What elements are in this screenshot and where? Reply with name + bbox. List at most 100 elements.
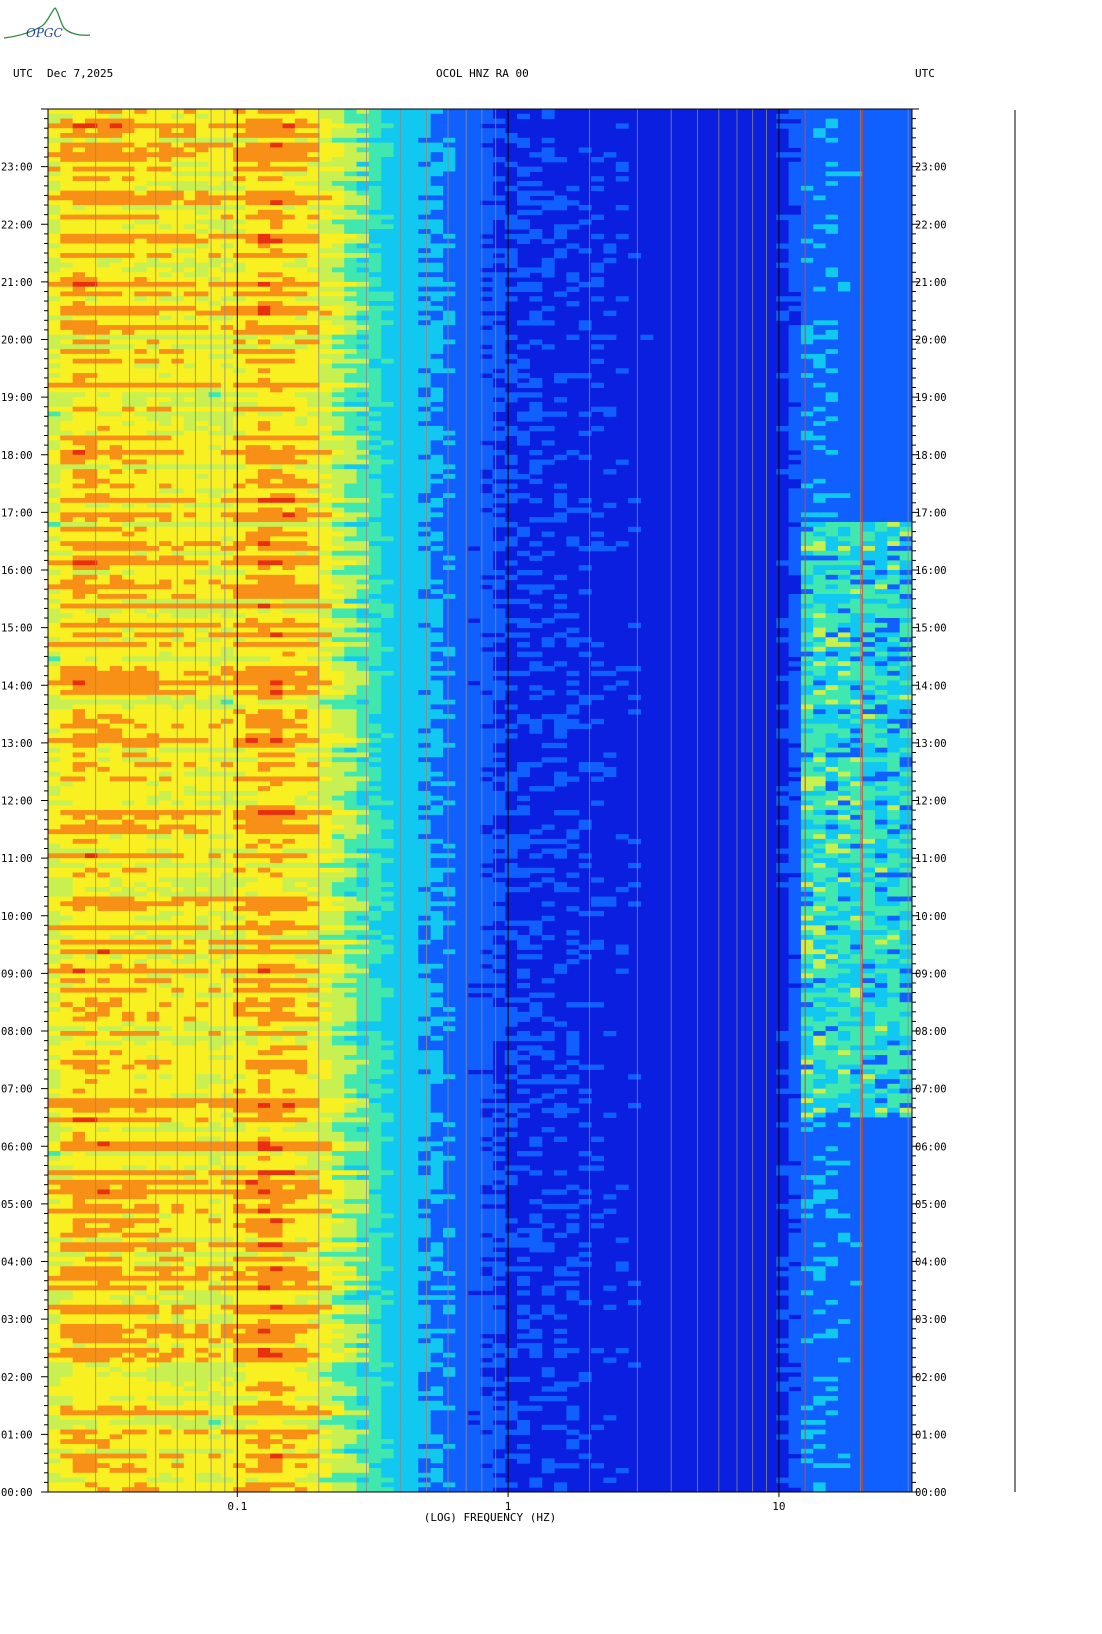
heatmap-cell <box>48 930 61 936</box>
heatmap-cell <box>208 848 222 854</box>
heatmap-cell <box>72 113 86 120</box>
heatmap-cell <box>72 656 86 662</box>
heatmap-cell <box>171 963 185 970</box>
heatmap-cell <box>220 954 234 960</box>
heatmap-cell <box>85 930 98 936</box>
heatmap-cell <box>48 1203 61 1210</box>
heatmap-cell <box>134 1151 148 1157</box>
heatmap-cell <box>233 843 247 850</box>
heatmap-cell <box>183 1299 197 1306</box>
heatmap-cell <box>159 997 173 1003</box>
heatmap-cell <box>208 315 222 321</box>
heatmap-cell <box>122 1429 135 1435</box>
heatmap-cell <box>196 939 210 946</box>
heatmap-cell <box>233 1141 247 1147</box>
heatmap-cell <box>97 1443 111 1450</box>
heatmap-cell <box>97 157 111 163</box>
heatmap-cell <box>85 1299 98 1306</box>
heatmap-cell <box>122 608 135 614</box>
heatmap-cell <box>122 257 135 264</box>
heatmap-cell <box>171 1439 185 1445</box>
heatmap-cell <box>146 800 160 806</box>
heatmap-cell <box>97 1434 111 1440</box>
heatmap-cell <box>134 781 148 787</box>
heatmap-cell <box>183 603 197 609</box>
heatmap-cell <box>85 1323 98 1330</box>
heatmap-cell <box>208 1064 222 1070</box>
heatmap-cell <box>122 1304 135 1311</box>
heatmap-cell <box>85 1242 98 1248</box>
heatmap-cell <box>48 113 61 120</box>
heatmap-cell <box>159 1391 173 1397</box>
heatmap-cell <box>134 670 148 677</box>
heatmap-cell <box>134 829 148 835</box>
heatmap-cell <box>134 267 148 273</box>
heatmap-cell <box>134 171 148 177</box>
heatmap-cell <box>85 1237 98 1243</box>
heatmap-cell <box>97 1487 111 1492</box>
heatmap-cell <box>196 454 210 461</box>
heatmap-cell <box>245 862 259 869</box>
heatmap-cell <box>122 1083 135 1090</box>
heatmap-cell <box>245 670 259 677</box>
heatmap-cell <box>85 416 98 422</box>
heatmap-cell <box>60 382 74 389</box>
heatmap-cell <box>171 886 185 893</box>
heatmap-cell <box>109 411 123 417</box>
heatmap-cell <box>122 449 135 456</box>
heatmap-cell <box>245 161 259 168</box>
heatmap-cell <box>134 301 148 307</box>
heatmap-cell <box>245 925 259 931</box>
heatmap-cell <box>233 1127 247 1133</box>
heatmap-cell <box>134 642 148 648</box>
heatmap-cell <box>183 1006 197 1013</box>
heatmap-cell <box>183 958 197 965</box>
heatmap-cell <box>48 157 61 163</box>
heatmap-cell <box>183 497 197 504</box>
heatmap-cell <box>171 238 185 244</box>
heatmap-cell <box>122 603 135 609</box>
heatmap-cell <box>60 488 74 494</box>
heatmap-cell <box>159 704 173 710</box>
heatmap-cell <box>48 709 61 715</box>
heatmap-cell <box>122 281 135 288</box>
heatmap-cell <box>48 1083 61 1090</box>
heatmap-cell <box>208 1026 222 1032</box>
heatmap-cell <box>245 680 259 686</box>
heatmap-cell <box>48 1189 61 1195</box>
heatmap-cell <box>122 531 135 537</box>
heatmap-cell <box>134 397 148 403</box>
heatmap-cell <box>48 478 61 485</box>
heatmap-cell <box>159 301 173 307</box>
heatmap-cell <box>233 886 247 893</box>
heatmap-cell <box>134 790 148 797</box>
heatmap-cell <box>146 478 160 485</box>
heatmap-cell <box>134 685 148 691</box>
heatmap-cell <box>183 291 197 297</box>
heatmap-cell <box>60 1472 74 1479</box>
heatmap-cell <box>233 598 247 605</box>
heatmap-cell <box>245 1175 259 1181</box>
heatmap-cell <box>171 704 185 710</box>
heatmap-cell <box>109 723 123 729</box>
heatmap-cell <box>183 1333 197 1339</box>
heatmap-cell <box>97 786 111 792</box>
heatmap-cell <box>171 627 185 633</box>
heatmap-cell <box>85 123 98 129</box>
heatmap-cell <box>146 430 160 437</box>
heatmap-cell <box>122 1203 135 1210</box>
heatmap-cell <box>183 1367 197 1373</box>
heatmap-cell <box>159 1410 173 1416</box>
heatmap-cell <box>245 248 259 254</box>
heatmap-cell <box>196 224 210 230</box>
heatmap-cell <box>72 1400 86 1407</box>
heatmap-cell <box>233 699 247 705</box>
heatmap-cell <box>196 1131 210 1138</box>
heatmap-cell <box>85 757 98 763</box>
heatmap-cell <box>146 723 160 729</box>
heatmap-cell <box>171 133 185 139</box>
heatmap-cell <box>159 992 173 998</box>
heatmap-cell <box>220 454 234 461</box>
heatmap-cell <box>97 709 111 715</box>
heatmap-cell <box>122 267 135 273</box>
